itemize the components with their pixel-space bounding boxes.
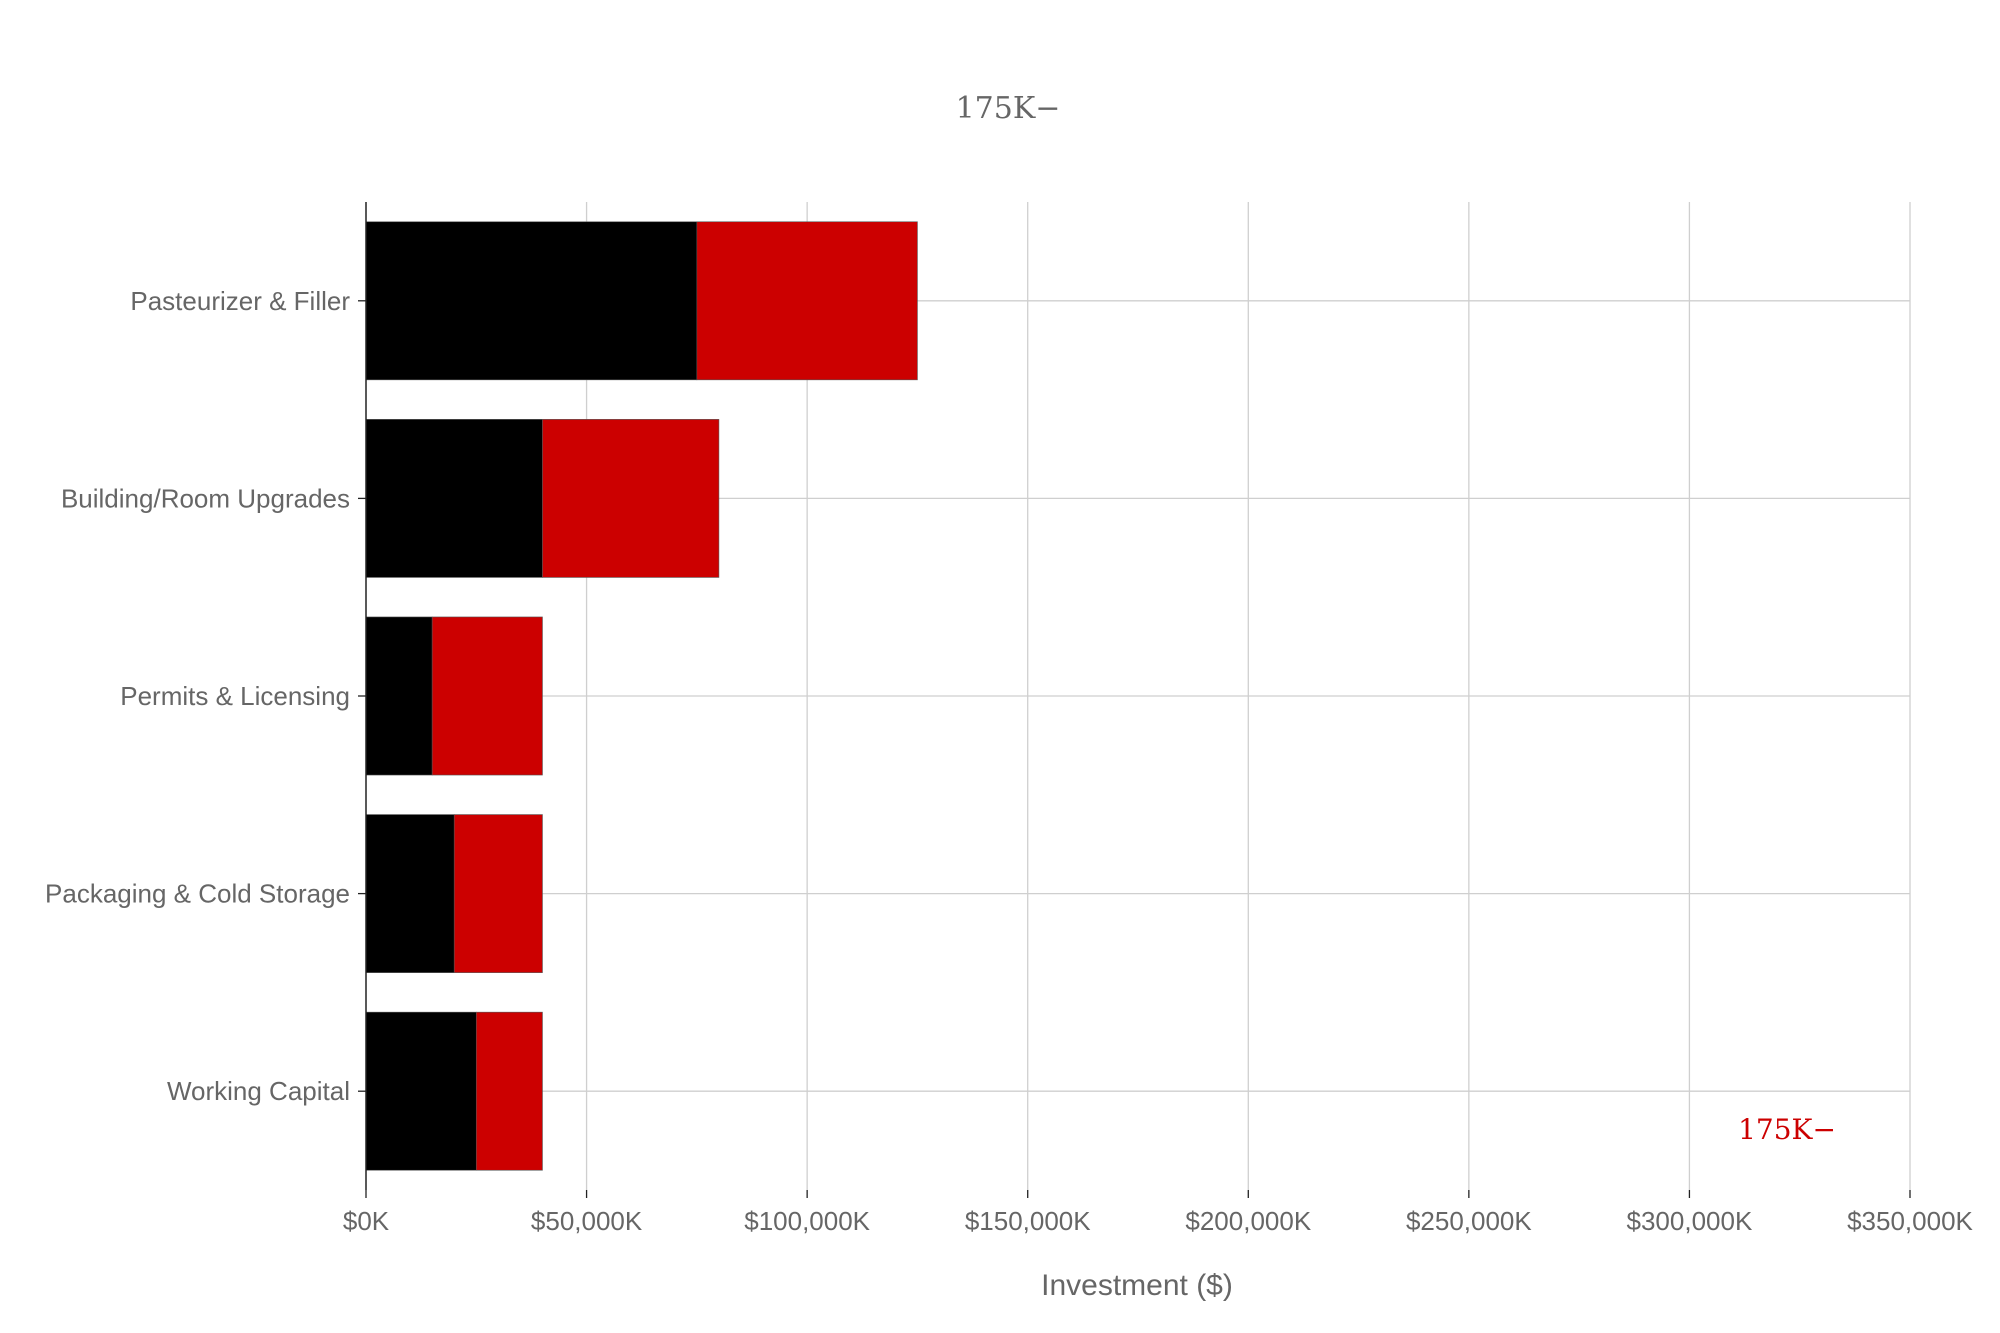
x-tick-label: $300,000K xyxy=(1627,1206,1753,1236)
x-tick-label: $0K xyxy=(343,1206,390,1236)
x-tick-label: $150,000K xyxy=(965,1206,1091,1236)
x-tick-label: $250,000K xyxy=(1406,1206,1532,1236)
axes xyxy=(358,202,1911,1198)
bars xyxy=(365,221,918,1171)
x-tick-label: $50,000K xyxy=(531,1206,643,1236)
category-label: Packaging & Cold Storage xyxy=(45,879,350,909)
bar-segment xyxy=(696,221,918,381)
labels: $0K $50,000K $100,000K $150,000K $200,000K $2… xyxy=(45,286,1974,1236)
chart-annotation: 175K− xyxy=(1738,1113,1836,1146)
x-axis-title: Investment ($) xyxy=(1041,1269,1233,1302)
x-tick-label: $200,000K xyxy=(1185,1206,1311,1236)
category-label: Pasteurizer & Filler xyxy=(130,286,350,316)
chart-title: 175K− xyxy=(956,91,1061,126)
bar-segment xyxy=(431,616,543,776)
x-tick-label: $100,000K xyxy=(744,1206,870,1236)
bar-segment xyxy=(542,419,720,578)
category-label: Building/Room Upgrades xyxy=(61,483,350,513)
bar-segment xyxy=(365,221,698,381)
category-label: Working Capital xyxy=(167,1076,350,1106)
category-label: Permits & Licensing xyxy=(120,681,350,711)
bar-segment xyxy=(453,814,543,973)
bar-segment xyxy=(365,814,455,973)
gridlines xyxy=(366,202,1911,1190)
bar-segment xyxy=(365,419,543,578)
bar-segment xyxy=(365,616,433,776)
bar-segment xyxy=(365,1011,477,1171)
bar-segment xyxy=(475,1011,543,1171)
x-tick-label: $350,000K xyxy=(1847,1206,1973,1236)
